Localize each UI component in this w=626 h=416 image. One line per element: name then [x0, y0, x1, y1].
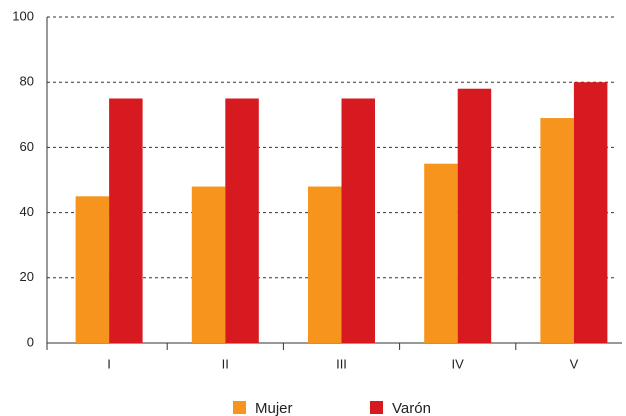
x-tick-label: II — [222, 356, 229, 371]
x-tick-label: III — [336, 356, 347, 371]
bar — [225, 98, 259, 343]
bar — [573, 82, 608, 343]
bar — [308, 186, 342, 343]
y-tick-label: 40 — [20, 204, 34, 219]
legend-label: Mujer — [255, 400, 293, 416]
x-tick-label: IV — [452, 356, 465, 371]
bar — [424, 163, 458, 343]
legend-label: Varón — [392, 400, 431, 416]
legend-swatch — [233, 401, 246, 414]
legend-swatch — [370, 401, 383, 414]
bar — [191, 186, 226, 343]
y-tick-label: 0 — [27, 334, 34, 349]
bar — [540, 118, 574, 343]
x-tick-label: V — [570, 356, 579, 371]
bar — [341, 98, 375, 343]
bar — [109, 98, 143, 343]
y-tick-label: 20 — [20, 269, 34, 284]
bar — [457, 88, 492, 343]
y-tick-label: 60 — [20, 139, 34, 154]
bar — [75, 196, 110, 343]
y-tick-label: 80 — [20, 74, 34, 89]
y-tick-label: 100 — [12, 8, 34, 23]
x-tick-label: I — [107, 356, 111, 371]
